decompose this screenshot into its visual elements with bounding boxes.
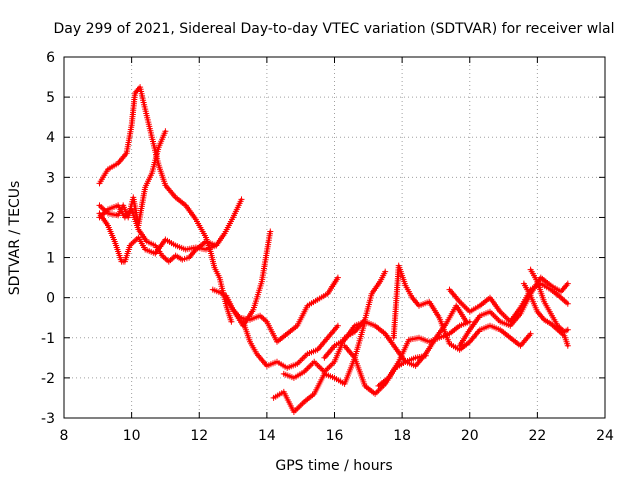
data-series [96, 84, 571, 415]
series-markers [520, 280, 571, 349]
x-tick-label: 12 [190, 428, 208, 444]
y-tick-label: 3 [46, 170, 55, 186]
series-arc-4 [96, 128, 169, 229]
series-arc-17 [527, 266, 571, 335]
series-markers [96, 128, 169, 229]
y-tick-label: 4 [46, 130, 55, 146]
series-markers [240, 318, 341, 371]
series-markers [527, 266, 571, 335]
x-tick-label: 24 [596, 428, 614, 444]
series-arc-16 [520, 280, 571, 349]
series-markers [390, 262, 534, 353]
series-arc-7 [240, 318, 341, 371]
x-tick-label: 16 [326, 428, 344, 444]
series-markers [375, 318, 473, 389]
x-tick-label: 10 [123, 428, 141, 444]
y-tick-label: -1 [41, 331, 55, 347]
x-tick-label: 18 [393, 428, 411, 444]
series-line [225, 276, 340, 343]
y-tick-label: 2 [46, 210, 55, 226]
series-arc-15 [456, 274, 571, 349]
y-tick-label: 1 [46, 251, 55, 267]
series-arc-8 [270, 318, 368, 415]
x-tick-label: 14 [258, 428, 276, 444]
x-axis-label: GPS time / hours [275, 458, 392, 474]
y-tick-label: 5 [46, 90, 55, 106]
chart-title: Day 299 of 2021, Sidereal Day-to-day VTE… [53, 21, 614, 37]
plot-frame [63, 56, 606, 419]
y-axis-label: SDTVAR / TECUs [7, 181, 23, 296]
series-arc-6 [223, 274, 341, 345]
series-arc-3 [96, 202, 220, 265]
series-markers [96, 84, 235, 325]
series-markers [223, 274, 341, 345]
x-tick-label: 22 [528, 428, 546, 444]
series-arc-12 [375, 318, 473, 389]
series-markers [96, 202, 220, 265]
series-arc-1 [96, 84, 235, 325]
x-tick-label: 8 [60, 428, 69, 444]
x-tick-label: 20 [461, 428, 479, 444]
y-tick-label: -2 [41, 371, 55, 387]
series-arc-13 [390, 262, 534, 353]
y-tick-label: 6 [46, 50, 55, 66]
y-tick-label: -3 [41, 411, 55, 427]
y-tick-label: 0 [46, 291, 55, 307]
